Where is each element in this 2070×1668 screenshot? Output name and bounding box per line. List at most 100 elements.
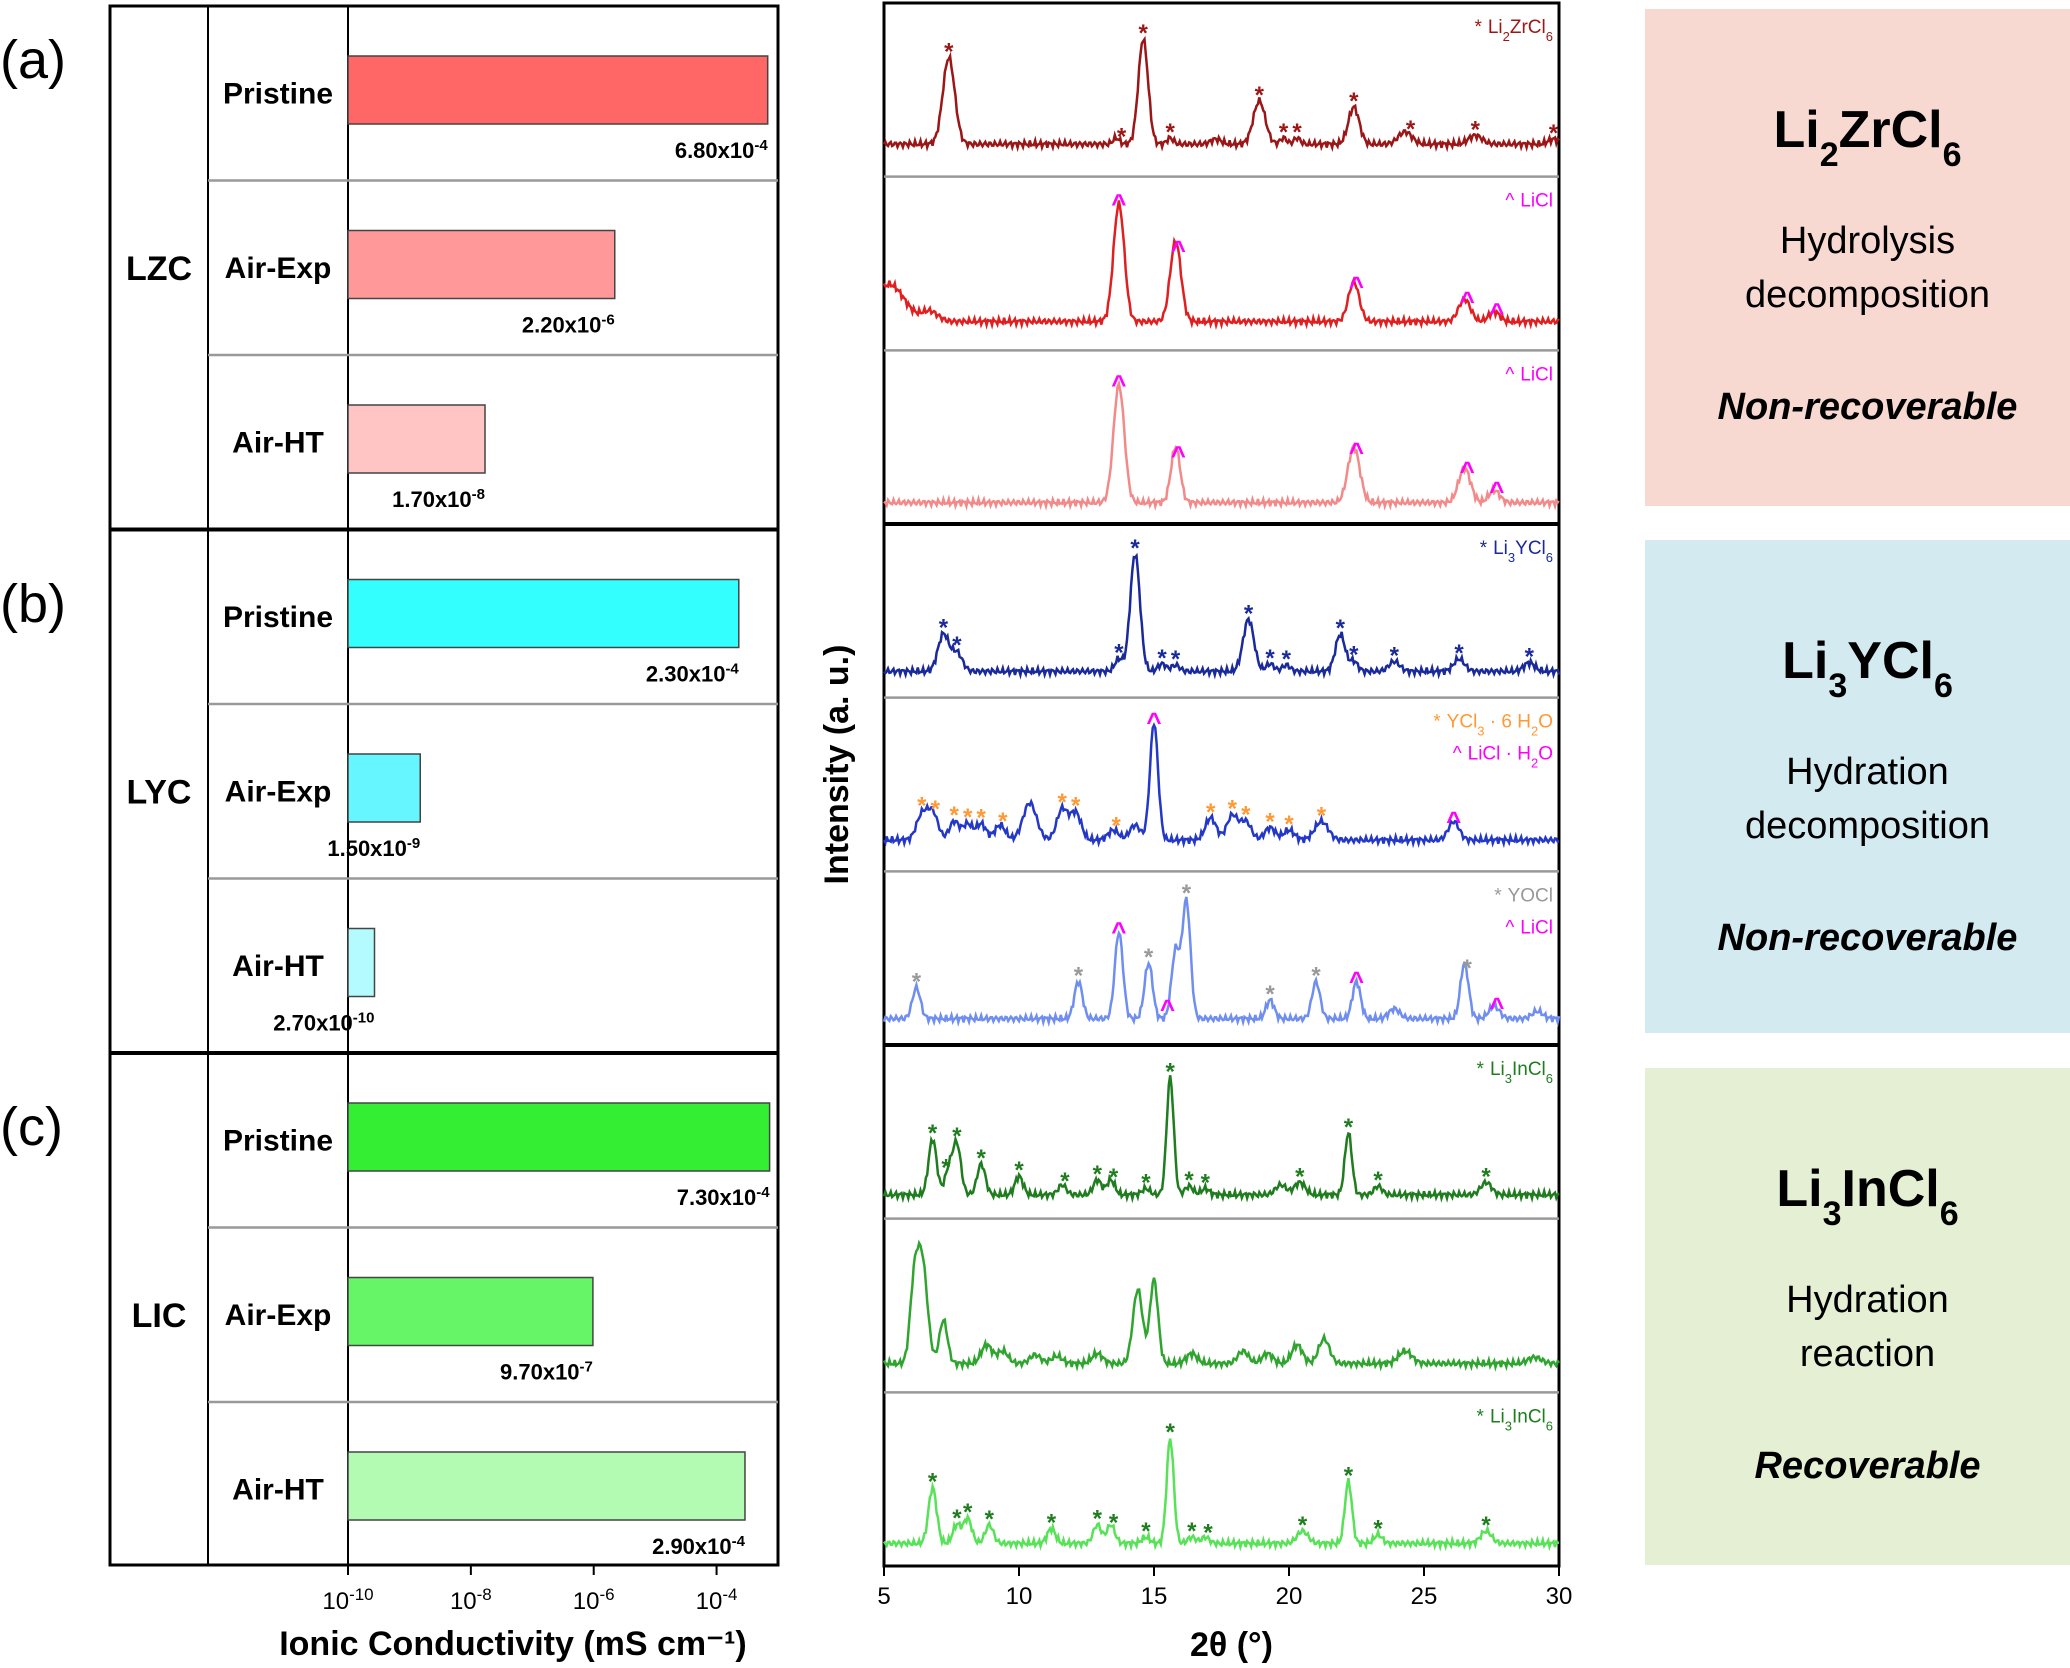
legend-marker: * (1480, 538, 1488, 559)
peak-marker-star: * (1298, 1512, 1308, 1539)
xrd-pattern-lic-air-ht (882, 1438, 1560, 1552)
legend-subscript: 2 (1531, 755, 1538, 770)
value-exponent: -7 (580, 1358, 593, 1375)
peak-marker-star: * (1241, 801, 1251, 828)
peak-marker-star: * (1203, 1519, 1213, 1546)
panel-letter-a: (a) (0, 30, 66, 90)
peak-marker-star: * (1166, 1058, 1176, 1085)
peak-marker-star: * (1390, 642, 1400, 669)
x-tick-label: 5 (877, 1583, 890, 1610)
value-mantissa: 2.90x10 (652, 1534, 732, 1559)
bar-value-label: 9.70x10-7 (500, 1358, 593, 1385)
peak-marker-star: * (1047, 1510, 1057, 1537)
legend-subscript: 3 (1508, 550, 1515, 565)
peak-marker-star: * (985, 1506, 995, 1533)
legend-text: Li (1493, 538, 1508, 559)
peak-marker-star: * (1295, 1163, 1305, 1190)
legend-text: Li (1490, 1406, 1505, 1427)
y-axis-title: Intensity (a. u.) (818, 645, 856, 885)
peak-marker-star: * (1184, 1167, 1194, 1194)
peak-marker-star: * (977, 1145, 987, 1172)
legend-text: LiCl (1520, 191, 1553, 212)
peak-marker-star: * (1349, 88, 1359, 115)
bar-value-label: 2.20x10-6 (522, 311, 615, 338)
bar-lzc-air-ht (347, 404, 486, 474)
x-axis-title: 2θ (°) (1190, 1626, 1273, 1664)
peak-marker-star: * (1344, 1463, 1354, 1490)
xrd-pattern-lyc-pristine (883, 552, 1561, 680)
legend-subscript: 3 (1505, 1418, 1512, 1433)
peak-marker-star: * (952, 1505, 962, 1532)
group-label-lzc: LZC (126, 250, 192, 288)
tick-exponent: -6 (600, 1585, 615, 1604)
summary-formula: Li3InCl6 (1776, 1160, 1958, 1233)
legend-subscript: 3 (1477, 723, 1484, 738)
xrd-legend-entry: * Li3InCl6 (1477, 1059, 1553, 1086)
summary-mechanism-line2: decomposition (1745, 805, 1990, 847)
x-tick-label: 10-4 (696, 1585, 738, 1616)
bar-lzc-air-exp (347, 229, 616, 300)
peak-marker-star: * (1058, 789, 1068, 816)
legend-subscript: 6 (1546, 29, 1553, 44)
peak-marker-star: * (1525, 644, 1535, 671)
summary-boxes: Li2ZrCl6HydrolysisdecompositionNon-recov… (1645, 9, 2070, 1565)
legend-subscript: 2 (1503, 29, 1510, 44)
peak-marker-star: * (1141, 1170, 1151, 1197)
peak-marker-star: * (952, 632, 962, 659)
peak-marker-star: * (1139, 20, 1149, 47)
peak-marker-star: * (1112, 812, 1122, 839)
peak-marker-caret: ^ (1171, 235, 1186, 265)
peak-marker-star: * (1317, 802, 1327, 829)
peak-marker-star: * (1182, 880, 1192, 907)
bar-row-label: Air-Exp (225, 252, 332, 285)
legend-text: LiCl (1520, 364, 1553, 385)
bar-value-label: 6.80x10-4 (675, 137, 769, 164)
peak-marker-caret: ^ (1171, 440, 1186, 470)
peak-marker-star: * (912, 969, 922, 996)
peak-marker-star: * (1187, 1518, 1197, 1545)
peak-marker-star: * (928, 1120, 938, 1147)
legend-marker: * (1474, 17, 1482, 38)
xrd-legend-entry: ^ LiCl (1505, 364, 1553, 385)
peak-marker-caret: ^ (1146, 707, 1161, 737)
tick-base: 10 (322, 1588, 349, 1615)
legend-text: YOCl (1508, 885, 1553, 906)
value-mantissa: 2.20x10 (522, 313, 602, 338)
peak-marker-star: * (1093, 1161, 1103, 1188)
formula-subscript: 3 (1823, 1195, 1842, 1233)
x-tick-label: 30 (1546, 1583, 1573, 1610)
bar-row-label: Air-HT (232, 950, 324, 983)
legend-text: O (1538, 712, 1553, 733)
tick-base: 10 (450, 1588, 477, 1615)
peak-marker-caret: ^ (1160, 993, 1175, 1023)
bar-value-label: 2.30x10-4 (646, 660, 740, 687)
xrd-legend-entry: ^ LiCl (1505, 191, 1553, 212)
formula-subscript: 6 (1943, 136, 1962, 174)
xrd-legend-entry: * YOCl (1494, 885, 1553, 906)
peak-marker-star: * (1265, 645, 1275, 672)
peak-marker-caret: ^ (1111, 916, 1126, 946)
summary-recoverability: Non-recoverable (1718, 386, 2018, 428)
peak-marker-star: * (1109, 1509, 1119, 1536)
xrd-pattern-lzc-air-ht (883, 379, 1560, 511)
formula-text: ZrCl (1839, 101, 1943, 159)
peak-marker-caret: ^ (1349, 436, 1364, 466)
tick-base: 10 (696, 1588, 723, 1615)
formula-text: Li (1782, 632, 1828, 690)
xrd-legend-entry: * YCl3 · 6 H2O (1433, 712, 1553, 739)
bar-lic-air-exp (347, 1276, 594, 1347)
summary-box-lzc (1645, 9, 2070, 506)
peak-marker-star: * (1311, 963, 1321, 990)
value-mantissa: 6.80x10 (675, 138, 755, 163)
tick-exponent: -4 (722, 1585, 737, 1604)
x-tick-label: 20 (1276, 1583, 1303, 1610)
formula-text: InCl (1842, 1160, 1940, 1218)
xrd-legend-entry: * Li3YCl6 (1480, 538, 1553, 565)
peak-marker-star: * (1166, 1419, 1176, 1446)
peak-marker-caret: ^ (1460, 285, 1475, 315)
value-exponent: -10 (353, 1009, 375, 1026)
legend-marker: * (1433, 712, 1441, 733)
peak-marker-star: * (1481, 1512, 1491, 1539)
legend-subscript: 3 (1505, 1071, 1512, 1086)
x-tick-label: 15 (1141, 1583, 1168, 1610)
